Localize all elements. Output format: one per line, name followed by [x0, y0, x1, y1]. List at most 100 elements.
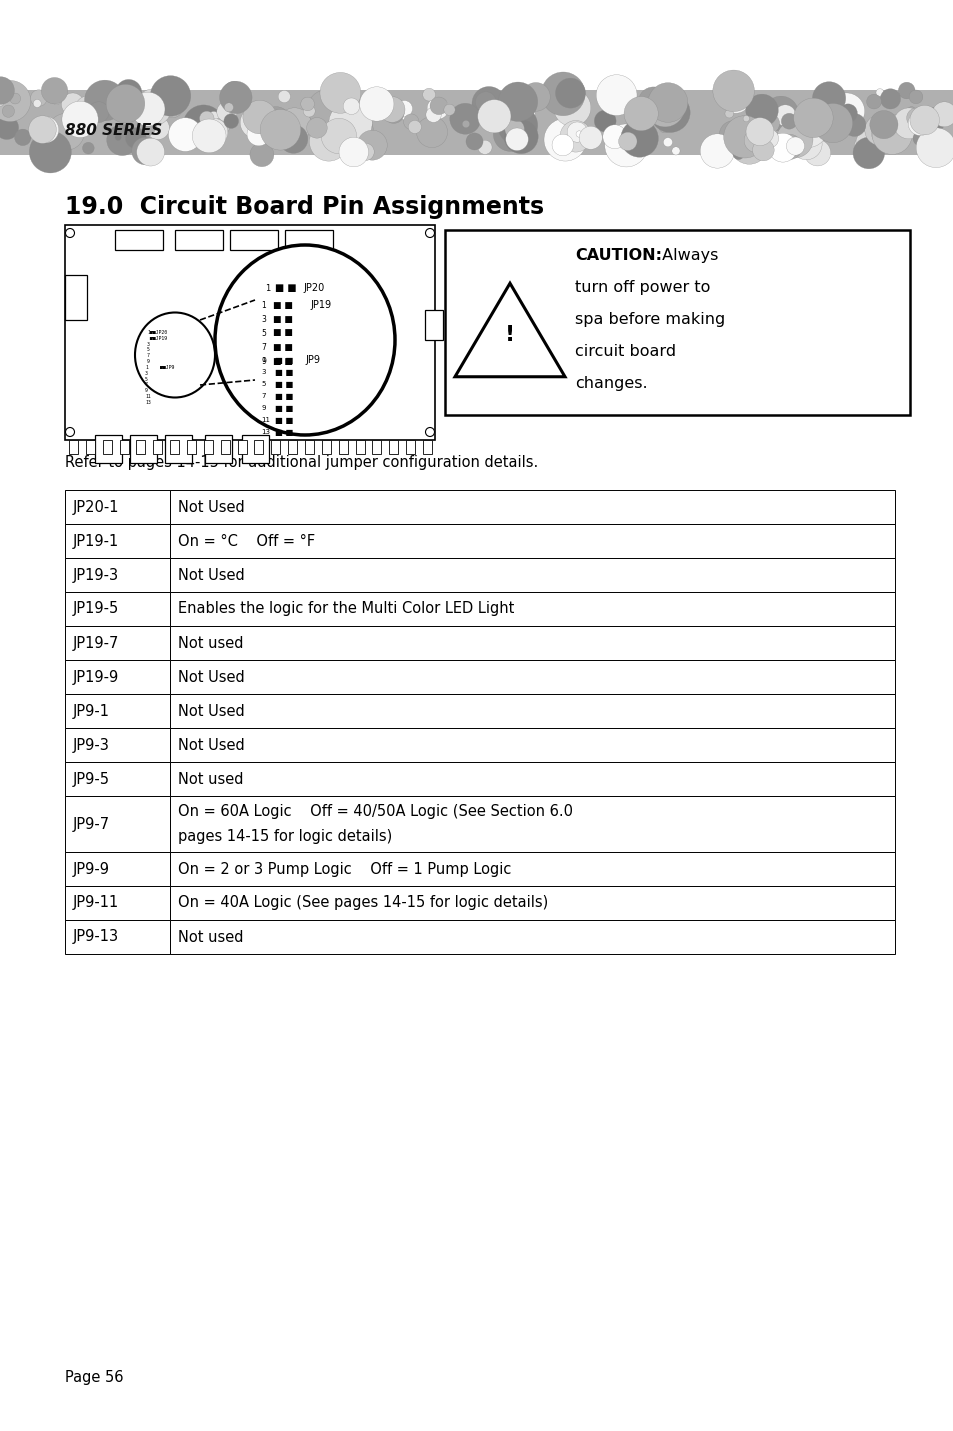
FancyBboxPatch shape: [65, 851, 170, 886]
FancyBboxPatch shape: [136, 439, 145, 454]
Circle shape: [10, 93, 21, 104]
Text: Not Used: Not Used: [178, 670, 245, 684]
Text: 19.0  Circuit Board Pin Assignments: 19.0 Circuit Board Pin Assignments: [65, 195, 543, 219]
Text: !: !: [504, 325, 515, 345]
Circle shape: [578, 126, 601, 149]
FancyBboxPatch shape: [130, 435, 157, 464]
FancyBboxPatch shape: [444, 230, 909, 415]
Circle shape: [216, 102, 236, 122]
Circle shape: [891, 122, 897, 127]
FancyBboxPatch shape: [65, 489, 170, 524]
FancyBboxPatch shape: [170, 489, 894, 524]
Text: JP9-9: JP9-9: [73, 861, 110, 877]
Circle shape: [272, 110, 297, 136]
FancyBboxPatch shape: [242, 435, 269, 464]
Circle shape: [131, 92, 165, 126]
FancyBboxPatch shape: [69, 439, 78, 454]
Circle shape: [208, 112, 220, 124]
Circle shape: [425, 107, 441, 123]
FancyBboxPatch shape: [170, 625, 894, 660]
Circle shape: [403, 114, 418, 129]
Text: ■ ■: ■ ■: [273, 301, 293, 309]
Text: On = °C    Off = °F: On = °C Off = °F: [178, 534, 314, 548]
Circle shape: [465, 133, 482, 150]
Circle shape: [747, 109, 771, 133]
FancyBboxPatch shape: [422, 439, 432, 454]
Circle shape: [82, 142, 94, 155]
Circle shape: [742, 116, 749, 122]
Circle shape: [497, 82, 537, 122]
Circle shape: [126, 127, 146, 149]
FancyBboxPatch shape: [170, 439, 179, 454]
Circle shape: [121, 123, 139, 142]
Text: On = 2 or 3 Pump Logic    Off = 1 Pump Logic: On = 2 or 3 Pump Logic Off = 1 Pump Logi…: [178, 861, 511, 877]
Text: JP19-9: JP19-9: [73, 670, 119, 684]
Circle shape: [931, 102, 953, 127]
FancyBboxPatch shape: [271, 439, 280, 454]
Text: ■ ■: ■ ■: [273, 356, 293, 365]
Circle shape: [30, 90, 47, 106]
Circle shape: [303, 104, 314, 117]
Circle shape: [88, 102, 109, 123]
Text: JP9: JP9: [305, 355, 319, 365]
Circle shape: [602, 124, 626, 149]
Text: Not Used: Not Used: [178, 499, 245, 515]
FancyBboxPatch shape: [321, 439, 331, 454]
Circle shape: [732, 149, 743, 160]
Circle shape: [790, 129, 821, 160]
Circle shape: [430, 97, 447, 114]
Text: 3: 3: [261, 315, 266, 323]
Circle shape: [219, 82, 252, 113]
Circle shape: [743, 129, 767, 153]
Circle shape: [182, 119, 192, 129]
Circle shape: [864, 114, 895, 146]
Text: JP20: JP20: [303, 283, 324, 293]
Circle shape: [135, 89, 172, 126]
Circle shape: [555, 79, 585, 109]
Circle shape: [321, 119, 356, 153]
Circle shape: [223, 82, 244, 103]
Circle shape: [645, 87, 684, 127]
FancyBboxPatch shape: [389, 439, 397, 454]
Circle shape: [132, 137, 159, 165]
Circle shape: [240, 106, 272, 139]
FancyBboxPatch shape: [170, 851, 894, 886]
Circle shape: [199, 112, 213, 126]
Circle shape: [66, 428, 74, 436]
Circle shape: [920, 107, 944, 133]
Circle shape: [923, 132, 936, 143]
Circle shape: [505, 127, 528, 150]
Circle shape: [250, 143, 274, 166]
FancyBboxPatch shape: [305, 439, 314, 454]
Circle shape: [812, 82, 844, 114]
Text: turn off power to: turn off power to: [575, 280, 710, 295]
Circle shape: [719, 120, 746, 149]
Circle shape: [193, 119, 226, 153]
Circle shape: [594, 110, 616, 132]
Circle shape: [759, 129, 778, 147]
Text: JP9-3: JP9-3: [73, 737, 110, 753]
FancyBboxPatch shape: [170, 592, 894, 625]
Text: Not Used: Not Used: [178, 568, 245, 582]
Text: JP19-1: JP19-1: [73, 534, 119, 548]
Circle shape: [852, 137, 883, 169]
Circle shape: [907, 112, 931, 136]
Circle shape: [14, 129, 31, 146]
FancyBboxPatch shape: [65, 796, 170, 851]
Circle shape: [61, 93, 84, 116]
Text: ■ ■: ■ ■: [274, 415, 294, 425]
Text: JP9-5: JP9-5: [73, 771, 110, 787]
Text: ■ ■: ■ ■: [274, 392, 294, 401]
FancyBboxPatch shape: [65, 920, 170, 954]
FancyBboxPatch shape: [170, 660, 894, 694]
FancyBboxPatch shape: [187, 439, 195, 454]
Circle shape: [623, 96, 658, 130]
Circle shape: [908, 90, 922, 104]
Circle shape: [543, 119, 586, 162]
FancyBboxPatch shape: [0, 90, 953, 155]
Circle shape: [169, 117, 202, 152]
Circle shape: [62, 102, 98, 137]
FancyBboxPatch shape: [65, 886, 170, 920]
Circle shape: [425, 229, 434, 238]
Circle shape: [427, 97, 448, 119]
